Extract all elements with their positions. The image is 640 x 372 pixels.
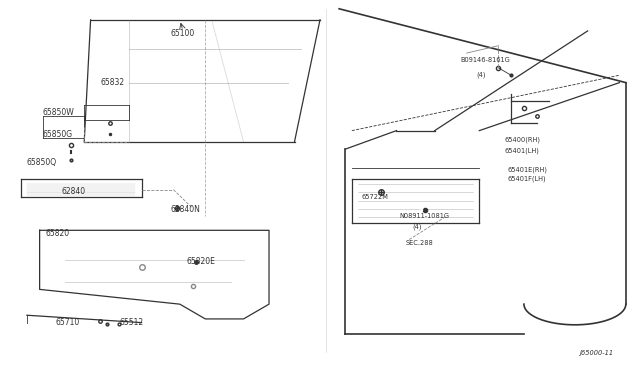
Text: 65400(RH): 65400(RH): [505, 137, 541, 143]
Text: 65820: 65820: [46, 230, 70, 238]
Text: 65401E(RH): 65401E(RH): [508, 166, 548, 173]
Text: 65512: 65512: [119, 318, 143, 327]
Text: 65401(LH): 65401(LH): [505, 148, 540, 154]
Text: SEC.288: SEC.288: [406, 240, 434, 246]
Text: (4): (4): [476, 72, 486, 78]
Text: 65722M: 65722M: [362, 194, 388, 200]
Text: 65710: 65710: [56, 318, 80, 327]
Text: N: N: [419, 208, 423, 212]
Text: (4): (4): [412, 223, 422, 230]
Text: B09146-8161G: B09146-8161G: [460, 57, 510, 64]
Text: 65832: 65832: [100, 78, 124, 87]
Text: 65850W: 65850W: [43, 108, 74, 117]
Text: 65850G: 65850G: [43, 130, 73, 139]
Text: J65000-11: J65000-11: [579, 350, 613, 356]
Text: 65401F(LH): 65401F(LH): [508, 175, 547, 182]
Text: 62840N: 62840N: [170, 205, 200, 215]
Text: 65850Q: 65850Q: [27, 157, 57, 167]
Text: 65100: 65100: [171, 29, 195, 38]
Text: 65820E: 65820E: [186, 257, 215, 266]
Text: N08911-1081G: N08911-1081G: [399, 212, 450, 218]
Text: 62840: 62840: [62, 187, 86, 196]
